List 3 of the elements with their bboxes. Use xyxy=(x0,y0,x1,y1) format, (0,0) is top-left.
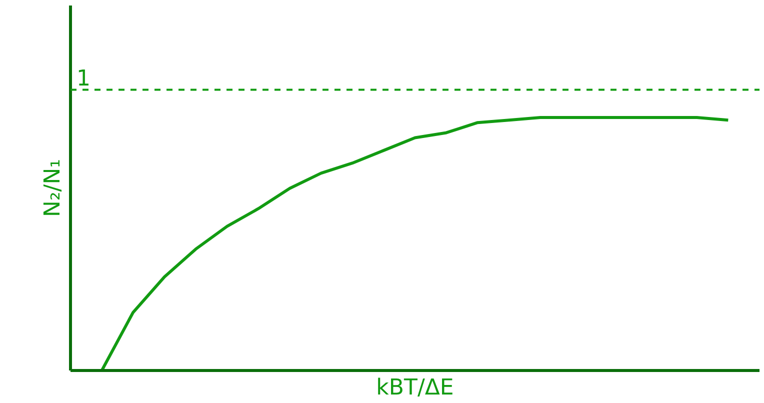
ref-line-label: 1 xyxy=(76,66,90,92)
y-axis-title: N₂/N₁ xyxy=(40,159,66,217)
x-axis-title: kBT/ΔE xyxy=(376,376,454,400)
